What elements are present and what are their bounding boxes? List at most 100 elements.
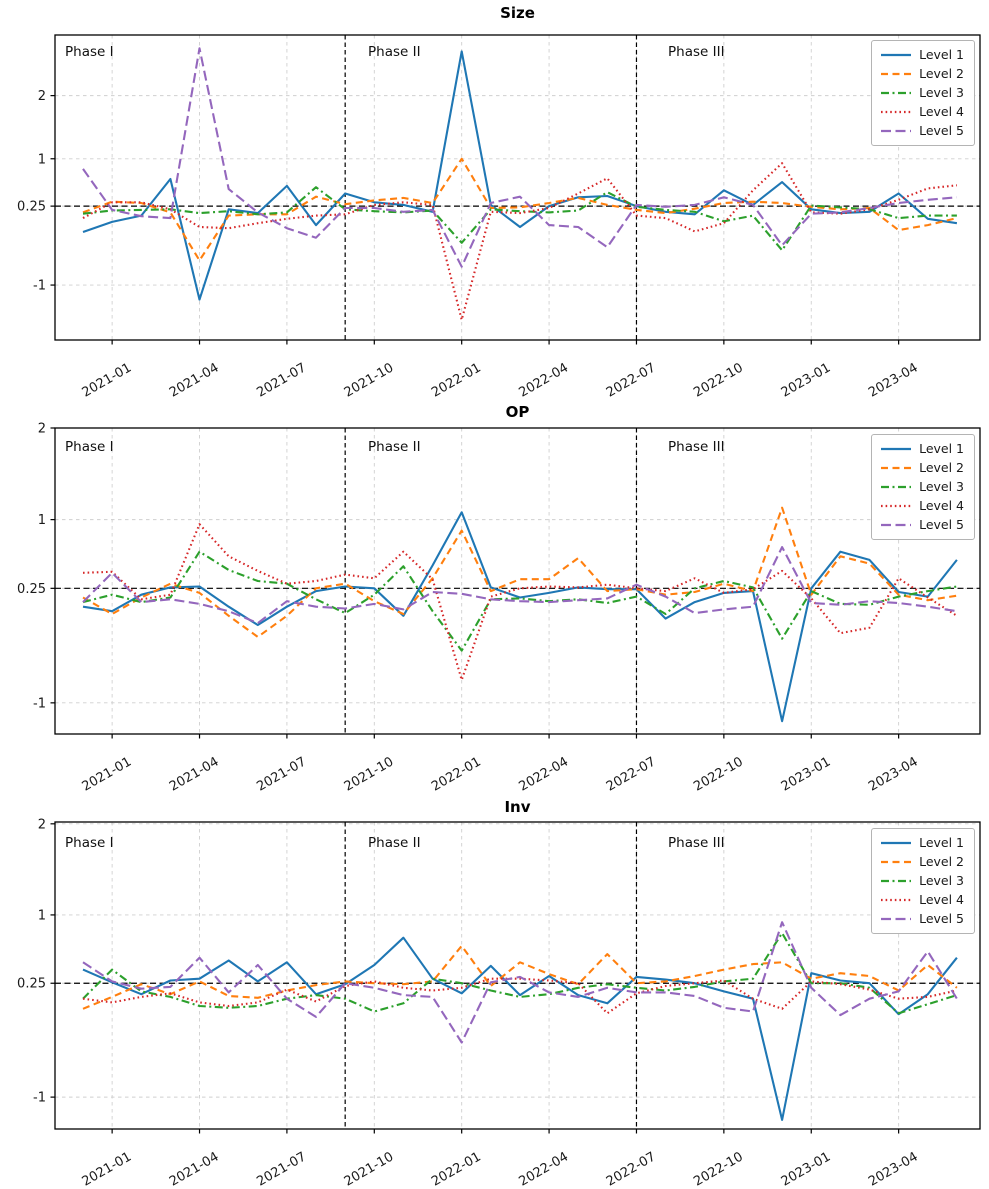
x-tick-label: 2023-04	[866, 1149, 921, 1189]
legend-label: Level 1	[919, 441, 964, 456]
legend-line-sample	[881, 879, 912, 883]
x-tick-label: 2022-07	[604, 360, 659, 400]
phase-label-ii: Phase II	[368, 835, 421, 851]
y-tick-label: 0.25	[17, 977, 46, 992]
legend-label: Level 4	[919, 892, 964, 907]
x-tick-label: 2022-10	[691, 754, 746, 794]
phase-label-iii: Phase III	[668, 439, 725, 455]
series-level-4	[82, 162, 958, 321]
y-tick-label: 2	[38, 89, 46, 104]
series-level-5	[82, 921, 958, 1044]
phase-label-i: Phase I	[65, 44, 114, 60]
x-tick-label: 2023-04	[866, 754, 921, 794]
phase-label-ii: Phase II	[368, 44, 421, 60]
legend-item-level-2: Level 2	[881, 855, 964, 869]
legend-item-level-3: Level 3	[881, 874, 964, 888]
phase-label-ii: Phase II	[368, 439, 421, 455]
x-tick-label: 2021-10	[342, 360, 397, 400]
legend-label: Level 3	[919, 85, 964, 100]
series-level-2	[82, 944, 958, 1010]
legend-label: Level 4	[919, 498, 964, 513]
x-tick-label: 2021-07	[254, 754, 309, 794]
x-tick-label: 2023-04	[866, 360, 921, 400]
legend-item-level-4: Level 4	[881, 893, 964, 907]
phase-label-i: Phase I	[65, 835, 114, 851]
chart-title-inv: Inv	[504, 798, 531, 816]
y-tick-label: 0.25	[17, 200, 46, 215]
legend-label: Level 2	[919, 854, 964, 869]
legend-line-sample	[881, 110, 912, 114]
x-tick-label: 2021-01	[80, 754, 135, 794]
x-tick-label: 2023-01	[779, 754, 834, 794]
x-tick-label: 2021-04	[167, 754, 222, 794]
legend-line-sample	[881, 898, 912, 902]
x-tick-label: 2022-04	[517, 1149, 572, 1189]
y-tick-label: 1	[38, 152, 46, 167]
x-tick-label: 2022-01	[429, 754, 484, 794]
legend-line-sample	[881, 485, 912, 489]
legend-line-sample	[881, 523, 912, 527]
series-level-4	[82, 977, 958, 1015]
legend-line-sample	[881, 91, 912, 95]
x-tick-label: 2021-01	[80, 360, 135, 400]
legend-label: Level 1	[919, 47, 964, 62]
legend-item-level-3: Level 3	[881, 480, 964, 494]
x-tick-label: 2022-04	[517, 754, 572, 794]
legend-item-level-5: Level 5	[881, 912, 964, 926]
series-level-2	[82, 506, 958, 638]
phase-label-iii: Phase III	[668, 44, 725, 60]
legend-item-level-1: Level 1	[881, 442, 964, 456]
chart-title-op: OP	[505, 403, 530, 421]
legend-label: Level 3	[919, 479, 964, 494]
x-tick-label: 2021-04	[167, 1149, 222, 1189]
legend-label: Level 5	[919, 911, 964, 926]
legend-line-sample	[881, 860, 912, 864]
y-tick-label: 1	[38, 513, 46, 528]
x-tick-label: 2021-07	[254, 360, 309, 400]
legend-label: Level 5	[919, 517, 964, 532]
series-level-1	[82, 511, 958, 723]
y-tick-label: 2	[38, 817, 46, 832]
axes-frame	[54, 34, 981, 341]
axes-frame	[54, 821, 981, 1130]
legend-item-level-2: Level 2	[881, 67, 964, 81]
series-level-1	[82, 50, 958, 301]
series-level-2	[82, 157, 958, 262]
x-tick-label: 2021-01	[80, 1149, 135, 1189]
inv-plot-area: 2021-01 2021-04 2021-07 2021-10 2022-01 2022-…	[17, 817, 981, 1189]
series-level-5	[82, 546, 958, 625]
x-tick-label: 2021-04	[167, 360, 222, 400]
legend-item-level-1: Level 1	[881, 836, 964, 850]
legend: Level 1 Level 2 Level 3 Level 4 Level 5	[871, 434, 975, 540]
phase-label-iii: Phase III	[668, 835, 725, 851]
x-tick-label: 2023-01	[779, 1149, 834, 1189]
legend: Level 1 Level 2 Level 3 Level 4 Level 5	[871, 40, 975, 146]
legend-item-level-5: Level 5	[881, 518, 964, 532]
x-tick-label: 2021-07	[254, 1149, 309, 1189]
phase-label-i: Phase I	[65, 439, 114, 455]
x-tick-label: 2023-01	[779, 360, 834, 400]
legend-item-level-5: Level 5	[881, 124, 964, 138]
x-tick-label: 2021-10	[342, 754, 397, 794]
series-level-1	[82, 936, 958, 1121]
legend-line-sample	[881, 72, 912, 76]
x-tick-label: 2022-10	[691, 1149, 746, 1189]
legend-label: Level 3	[919, 873, 964, 888]
series-level-5	[82, 47, 957, 268]
x-tick-label: 2022-07	[604, 1149, 659, 1189]
series-level-3	[82, 932, 958, 1015]
x-tick-label: 2022-01	[429, 1149, 484, 1189]
axes-frame	[54, 427, 981, 735]
legend-line-sample	[881, 53, 912, 57]
legend-item-level-4: Level 4	[881, 499, 964, 513]
chart-title-size: Size	[500, 4, 535, 22]
legend-label: Level 2	[919, 66, 964, 81]
y-tick-label: -1	[33, 1091, 46, 1106]
legend-label: Level 5	[919, 123, 964, 138]
legend-item-level-3: Level 3	[881, 86, 964, 100]
y-tick-label: 1	[38, 908, 46, 923]
legend-item-level-2: Level 2	[881, 461, 964, 475]
legend-label: Level 1	[919, 835, 964, 850]
legend: Level 1 Level 2 Level 3 Level 4 Level 5	[871, 828, 975, 934]
